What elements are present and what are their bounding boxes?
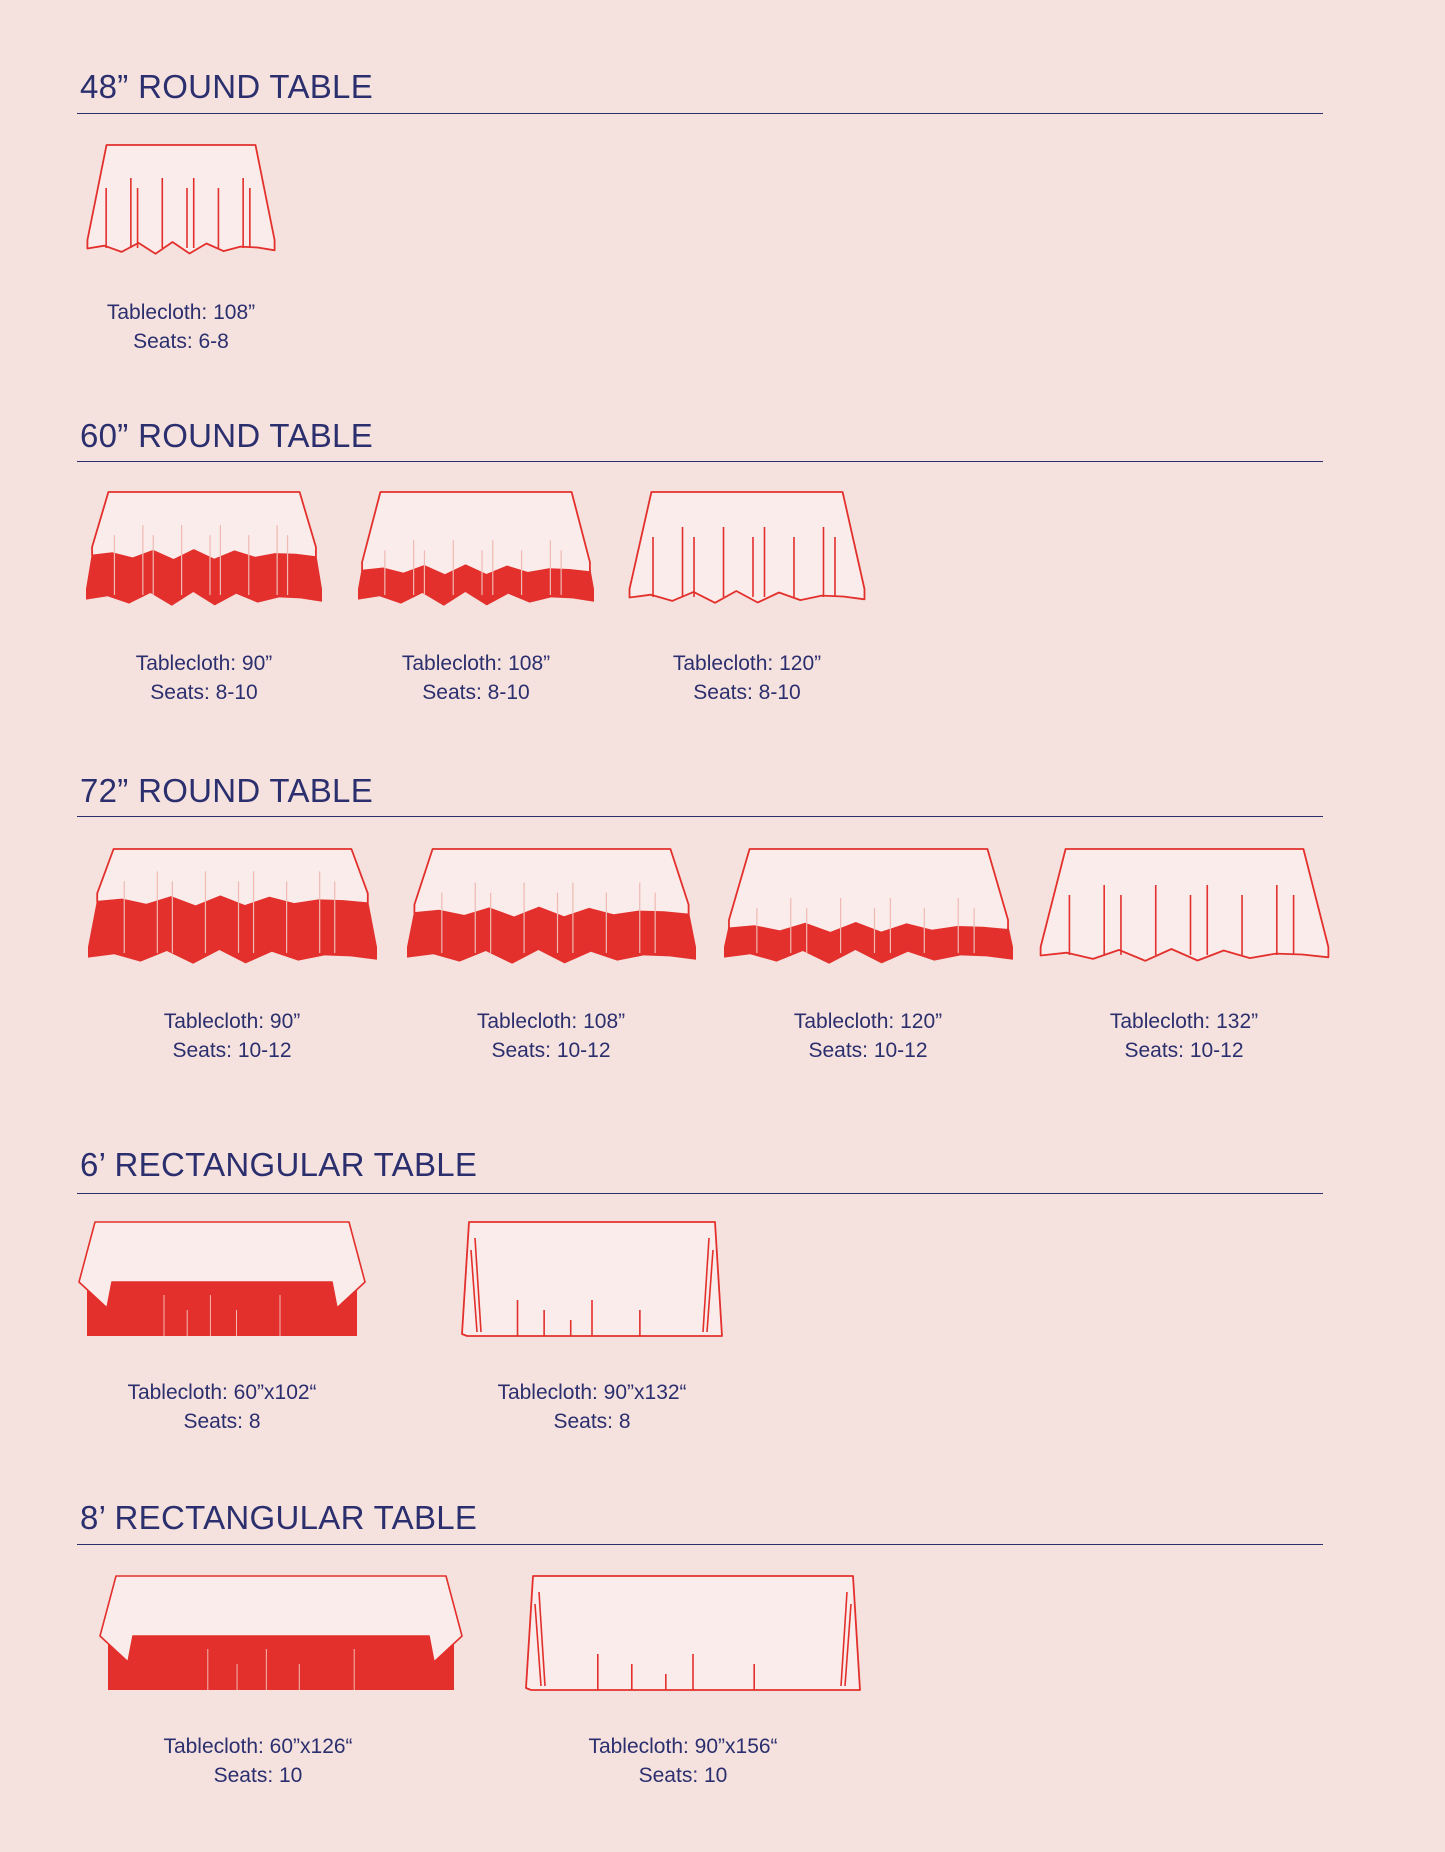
tablecloth [461,1221,723,1337]
tablecloth-size: Tablecloth: 90”x132“ [497,1381,687,1404]
caption: Tablecloth: 60”x126“ Seats: 10 [98,1732,418,1790]
seat-count: Seats: 8-10 [150,681,258,704]
seat-count: Seats: 10-12 [1124,1039,1244,1062]
section-title: 8’ RECTANGULAR TABLE [80,1499,478,1536]
section-divider [77,1193,1323,1194]
seat-count: Seats: 8 [183,1410,261,1433]
round-table-illustration [628,491,866,604]
tablecloth [1039,848,1329,962]
caption: Tablecloth: 90” Seats: 8-10 [44,649,364,707]
tablecloth-size: Tablecloth: 108” [401,652,551,675]
tablecloth [95,848,369,908]
caption: Tablecloth: 120” Seats: 10-12 [708,1007,1028,1065]
table-option: Tablecloth: 132” Seats: 10-12 [1024,846,1344,1065]
caption: Tablecloth: 60”x102“ Seats: 8 [62,1378,382,1436]
table-option: Tablecloth: 108” Seats: 6-8 [21,142,341,356]
fold-line [702,1237,710,1333]
seat-count: Seats: 10-12 [491,1039,611,1062]
rect-table-illustration [461,1221,723,1337]
round-table-illustration [1039,848,1329,962]
round-table-illustration [86,491,322,606]
seat-count: Seats: 8-10 [422,681,530,704]
seat-count: Seats: 10-12 [808,1039,928,1062]
tablecloth [78,1221,366,1309]
tablecloth-size: Tablecloth: 60”x102“ [127,1381,317,1404]
table-option: Tablecloth: 90” Seats: 10-12 [72,846,392,1065]
tablecloth-size: Tablecloth: 90” [135,652,273,675]
table-option: Tablecloth: 60”x102“ Seats: 8 [62,1220,382,1436]
tablecloth [361,491,591,577]
tablecloth-size: Tablecloth: 60”x126“ [163,1735,353,1758]
table-option: Tablecloth: 90” Seats: 8-10 [44,489,364,707]
table-skirt [108,1636,454,1690]
rect-table-illustration [99,1575,463,1690]
round-table-illustration [406,848,696,964]
tablecloth [91,491,317,561]
caption: Tablecloth: 132” Seats: 10-12 [1024,1007,1344,1065]
table-option: Tablecloth: 120” Seats: 8-10 [587,489,907,707]
table-option: Tablecloth: 120” Seats: 10-12 [708,846,1028,1065]
table-skirt [86,541,322,606]
table-option: Tablecloth: 108” Seats: 10-12 [391,846,711,1065]
seat-count: Seats: 10-12 [172,1039,292,1062]
section-title: 6’ RECTANGULAR TABLE [80,1146,478,1183]
table-option: Tablecloth: 60”x126“ Seats: 10 [98,1574,463,1790]
seat-count: Seats: 6-8 [133,330,229,353]
tablecloth [99,1575,463,1663]
seat-count: Seats: 8-10 [693,681,801,704]
round-table-illustration [723,848,1013,964]
caption: Tablecloth: 90”x156“ Seats: 10 [523,1732,843,1790]
tablecloth-size: Tablecloth: 90”x156“ [588,1735,778,1758]
rect-table-illustration [78,1221,366,1336]
seat-count: Seats: 8 [553,1410,631,1433]
section-divider [77,461,1323,462]
section-divider [77,816,1323,817]
fold-line [474,1237,482,1333]
table-option: Tablecloth: 108” Seats: 8-10 [316,489,636,707]
table-skirt [87,887,377,964]
caption: Tablecloth: 120” Seats: 8-10 [587,649,907,707]
section-title: 72” ROUND TABLE [80,772,374,809]
fold-line [706,1249,714,1333]
table-skirt [406,898,696,964]
section-title: 48” ROUND TABLE [80,68,374,105]
table-option: Tablecloth: 90”x156“ Seats: 10 [523,1574,861,1790]
caption: Tablecloth: 90” Seats: 10-12 [72,1007,392,1065]
tablecloth-size: Tablecloth: 132” [1109,1010,1259,1033]
tablecloth [727,848,1009,934]
tablecloth-size: Tablecloth: 120” [672,652,822,675]
table-option: Tablecloth: 90”x132“ Seats: 8 [432,1220,752,1436]
round-table-illustration [87,848,377,964]
fold-line [840,1591,848,1687]
caption: Tablecloth: 108” Seats: 10-12 [391,1007,711,1065]
tablecloth-size: Tablecloth: 108” [106,301,256,324]
round-table-illustration [86,144,276,255]
fold-line [534,1603,542,1687]
section-divider [77,1544,1323,1545]
tablecloth-size: Tablecloth: 90” [163,1010,301,1033]
table-skirt [87,1282,357,1336]
caption: Tablecloth: 108” Seats: 8-10 [316,649,636,707]
rect-table-illustration [525,1575,861,1691]
caption: Tablecloth: 90”x132“ Seats: 8 [432,1378,752,1436]
caption: Tablecloth: 108” Seats: 6-8 [21,298,341,356]
tablecloth [413,848,689,919]
tablecloth [86,144,276,255]
tablecloth-size: Tablecloth: 108” [476,1010,626,1033]
round-table-illustration [358,491,594,606]
tablecloth [628,491,866,604]
seat-count: Seats: 10 [213,1764,303,1787]
tablecloth-size: Tablecloth: 120” [793,1010,943,1033]
tablecloth [525,1575,861,1691]
fold-line [538,1591,546,1687]
section-divider [77,113,1323,114]
fold-line [844,1603,852,1687]
section-title: 60” ROUND TABLE [80,417,374,454]
seat-count: Seats: 10 [638,1764,728,1787]
fold-line [470,1249,478,1333]
